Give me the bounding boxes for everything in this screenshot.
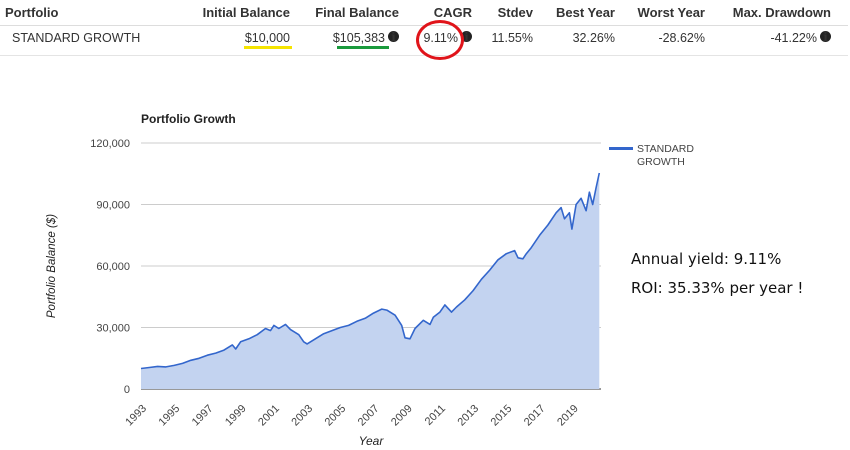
info-icon[interactable]: i	[388, 30, 399, 43]
y-tick-label: 120,000	[90, 138, 130, 150]
y-tick-label: 0	[124, 384, 130, 396]
x-tick-label: 1997	[190, 403, 216, 429]
col-initial-balance[interactable]: Initial Balance	[202, 5, 290, 20]
initial-balance-value: $10,000	[244, 31, 290, 45]
max-drawdown-cell: -41.22% i	[770, 30, 831, 45]
x-tick-label: 2001	[256, 403, 282, 429]
annual-yield-note: Annual yield: 9.11%	[631, 250, 782, 268]
stdev-value: 11.55%	[491, 31, 533, 45]
portfolio-name[interactable]: STANDARD GROWTH	[12, 31, 141, 45]
x-tick-label: 2003	[289, 403, 315, 429]
x-tick-label: 1999	[223, 403, 249, 429]
final-balance-cell: $105,383 i	[332, 30, 399, 45]
best-year-value: 32.26%	[572, 31, 615, 45]
x-tick-label: 2013	[455, 403, 481, 429]
x-tick-label: 1993	[123, 403, 149, 429]
col-stdev[interactable]: Stdev	[497, 5, 533, 20]
series-line	[140, 172, 601, 370]
initial-balance-underline	[244, 46, 292, 49]
x-tick-label: 2011	[423, 403, 448, 428]
col-final-balance[interactable]: Final Balance	[315, 5, 399, 20]
x-tick-label: 2005	[323, 403, 349, 429]
roi-note: ROI: 35.33% per year !	[631, 279, 804, 297]
x-tick-label: 2015	[489, 403, 515, 429]
final-balance-underline	[337, 46, 389, 49]
y-tick-label: 30,000	[96, 323, 130, 335]
col-best-year[interactable]: Best Year	[555, 5, 615, 20]
summary-table: Portfolio Initial Balance Final Balance …	[0, 0, 850, 60]
col-max-drawdown[interactable]: Max. Drawdown	[732, 5, 831, 20]
col-portfolio[interactable]: Portfolio	[5, 5, 59, 20]
legend-swatch	[609, 147, 633, 150]
legend-label: GROWTH	[637, 156, 685, 168]
x-tick-label: 2017	[522, 403, 548, 429]
x-tick-label: 2019	[555, 403, 581, 429]
col-worst-year[interactable]: Worst Year	[637, 5, 705, 20]
x-tick-label: 2009	[389, 403, 415, 429]
max-drawdown-value: -41.22%	[770, 31, 817, 45]
y-axis-title: Portfolio Balance ($)	[46, 214, 58, 318]
info-icon[interactable]: i	[461, 30, 472, 43]
final-balance-value: $105,383	[332, 31, 385, 45]
worst-year-value: -28.62%	[658, 31, 705, 45]
x-tick-label: 1995	[157, 403, 183, 429]
series-area	[141, 173, 600, 389]
y-tick-label: 90,000	[96, 200, 130, 212]
y-tick-label: 60,000	[96, 261, 130, 273]
x-tick-label: 2007	[356, 403, 382, 429]
col-cagr[interactable]: CAGR	[433, 5, 472, 20]
cagr-highlight-circle	[416, 20, 464, 60]
x-axis-title: Year	[359, 434, 385, 448]
info-icon[interactable]: i	[820, 30, 831, 43]
legend-label: STANDARD	[637, 143, 694, 155]
chart-title: Portfolio Growth	[141, 112, 236, 126]
portfolio-growth-chart: Portfolio Growth 0 30,000 60,000 90,000 120,0…	[46, 112, 694, 448]
